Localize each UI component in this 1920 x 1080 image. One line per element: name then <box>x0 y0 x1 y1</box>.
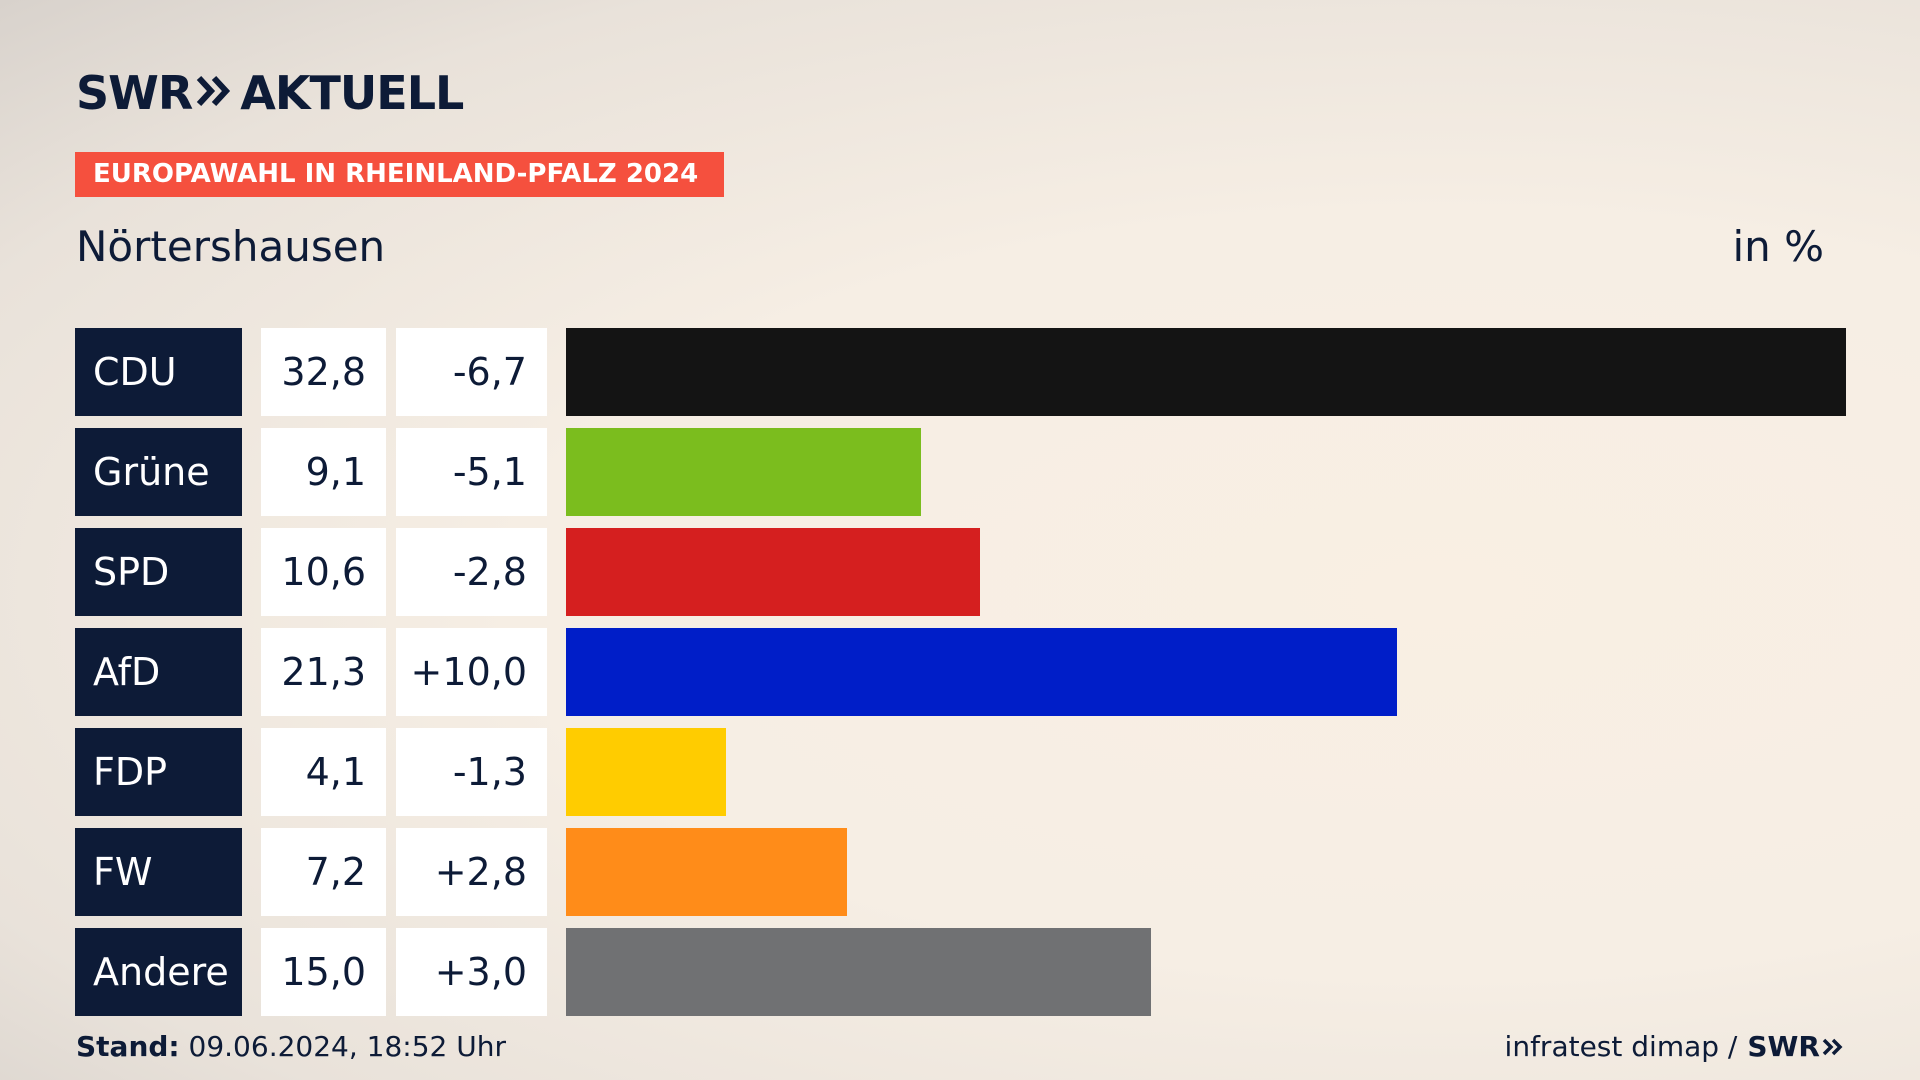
swr-aktuell-logo: SWR AKTUELL <box>76 66 464 120</box>
page-title: Nörtershausen <box>76 222 386 271</box>
bar <box>566 828 847 916</box>
bar <box>566 728 726 816</box>
value-label: 15,0 <box>261 928 386 1016</box>
value-label: 7,2 <box>261 828 386 916</box>
logo-swr-text: SWR <box>76 66 193 120</box>
bar <box>566 528 980 616</box>
change-label: -1,3 <box>396 728 547 816</box>
bar <box>566 428 921 516</box>
unit-label: in % <box>1732 222 1824 271</box>
source-logo-text: SWR <box>1747 1030 1820 1063</box>
source-text: infratest dimap / <box>1504 1030 1738 1063</box>
stand-value: 09.06.2024, 18:52 Uhr <box>188 1030 506 1063</box>
value-label: 9,1 <box>261 428 386 516</box>
change-label: -6,7 <box>396 328 547 416</box>
stand-label: Stand: <box>76 1030 180 1063</box>
change-label: +3,0 <box>396 928 547 1016</box>
party-label: FW <box>75 828 242 916</box>
bar <box>566 328 1846 416</box>
double-chevron-icon <box>196 74 232 112</box>
election-tag: EUROPAWAHL IN RHEINLAND-PFALZ 2024 <box>75 152 724 197</box>
party-label: AfD <box>75 628 242 716</box>
bar <box>566 928 1151 1016</box>
party-label: FDP <box>75 728 242 816</box>
source-credit: infratest dimap / SWR <box>1505 1030 1844 1063</box>
change-label: -2,8 <box>396 528 547 616</box>
value-label: 32,8 <box>261 328 386 416</box>
value-label: 4,1 <box>261 728 386 816</box>
timestamp: Stand: 09.06.2024, 18:52 Uhr <box>76 1030 506 1063</box>
party-label: CDU <box>75 328 242 416</box>
party-label: Grüne <box>75 428 242 516</box>
small-double-chevron-icon <box>1822 1037 1844 1057</box>
logo-aktuell-text: AKTUELL <box>240 66 464 120</box>
value-label: 10,6 <box>261 528 386 616</box>
party-label: SPD <box>75 528 242 616</box>
value-label: 21,3 <box>261 628 386 716</box>
party-label: Andere <box>75 928 242 1016</box>
change-label: +10,0 <box>396 628 547 716</box>
bar <box>566 628 1397 716</box>
change-label: +2,8 <box>396 828 547 916</box>
change-label: -5,1 <box>396 428 547 516</box>
